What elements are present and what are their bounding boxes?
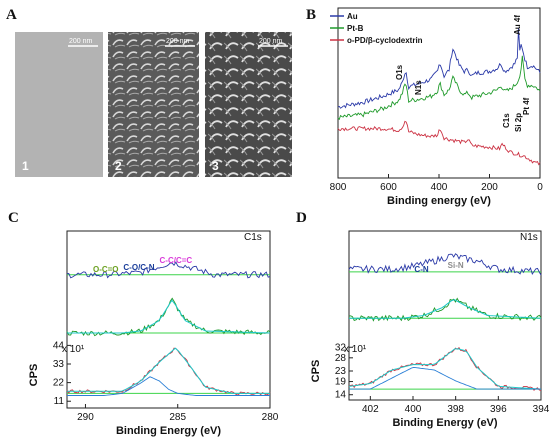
plot-frame xyxy=(66,230,271,409)
scale-label-1: 200 nm xyxy=(69,38,93,45)
y-tick-label: 32 xyxy=(335,342,347,353)
corner-label-c1s: C1s xyxy=(244,232,262,243)
micrograph-3: 200 nm 3 xyxy=(205,32,292,177)
multiplier-d: x 10¹ xyxy=(344,344,367,355)
peak-label: O-C=O xyxy=(93,265,119,274)
chart-c: 290 285 280 Binding Energy (eV) 11 22 33 44 CPS O… xyxy=(28,230,279,437)
peak-annotation: N1s xyxy=(414,80,423,95)
series-line-2 xyxy=(337,120,541,166)
x-axis-title: Binding energy (eV) xyxy=(387,195,491,207)
multiplier-c: x 10¹ xyxy=(62,344,85,355)
x-tick-label: 394 xyxy=(533,404,550,415)
x-tick-label: 398 xyxy=(447,404,464,415)
series-line-0 xyxy=(348,253,542,276)
series-line-3 xyxy=(67,376,270,396)
fit-envelope-1 xyxy=(67,299,271,334)
micrograph-number-1: 1 xyxy=(22,159,29,173)
x-tick-label: 800 xyxy=(330,182,347,193)
panel-letter-d: D xyxy=(296,210,307,226)
peak-label: C-N xyxy=(414,265,428,274)
fit-envelope-2 xyxy=(67,347,270,394)
y-tick-label: 14 xyxy=(335,390,347,401)
peak-annotation: Au 4f xyxy=(513,15,522,35)
x-tick-label: 400 xyxy=(405,404,422,415)
peak-annotation: Si 2p xyxy=(514,113,523,132)
peak-annotation: C1s xyxy=(502,113,511,128)
y-tick-label: 28 xyxy=(335,353,347,364)
chart-d: 402 400 398 396 394 Binding Energy (eV) 14 1923… xyxy=(310,230,550,429)
series-line-0 xyxy=(337,28,541,109)
chart-b: 800 600 400 200 0 Binding energy (eV) O1s N1s C1… xyxy=(330,7,543,207)
x-tick-label: 280 xyxy=(262,412,279,423)
x-tick-label: 400 xyxy=(431,182,448,193)
y-tick-label: 33 xyxy=(53,359,65,370)
plot-frame xyxy=(337,7,541,179)
panel-letter-b: B xyxy=(306,7,316,23)
legend-label-au: Au xyxy=(347,12,358,21)
y-tick-label: 23 xyxy=(335,366,347,377)
x-tick-label: 200 xyxy=(481,182,498,193)
scale-label-3: 200 nm xyxy=(259,38,283,45)
scale-label-2: 200 nm xyxy=(166,38,190,45)
peak-label: Si-N xyxy=(448,261,464,270)
series-line-0 xyxy=(66,261,271,279)
series-line-2 xyxy=(348,347,542,391)
peak-label: C-O/C-N xyxy=(123,263,154,272)
y-axis-title: CPS xyxy=(310,360,322,383)
y-tick-label: 19 xyxy=(335,377,347,388)
x-tick-label: 290 xyxy=(77,412,94,423)
series-line-1 xyxy=(337,55,541,121)
y-tick-label: 22 xyxy=(53,378,65,389)
x-tick-label: 396 xyxy=(490,404,507,415)
legend-label-ptb: Pt-B xyxy=(347,24,364,33)
x-tick-label: 600 xyxy=(380,182,397,193)
micrograph-2: 200 nm 2 xyxy=(108,32,199,177)
plot-frame xyxy=(348,230,542,401)
panel-letter-c: C xyxy=(8,210,19,226)
micrograph-1: 200 nm 1 xyxy=(15,32,103,177)
y-tick-label: 44 xyxy=(53,340,65,351)
y-axis-title: CPS xyxy=(28,364,40,387)
micrograph-number-3: 3 xyxy=(212,159,219,173)
corner-label-n1s: N1s xyxy=(520,232,538,243)
series-line-3 xyxy=(349,366,541,390)
x-tick-label: 285 xyxy=(169,412,186,423)
peak-label: C-C/C=C xyxy=(160,256,193,265)
x-axis-title: Binding Energy (eV) xyxy=(116,425,221,437)
micrograph-number-2: 2 xyxy=(115,159,122,173)
legend-label-opd: o-PD/β-cyclodextrin xyxy=(347,36,423,45)
fit-envelope-2 xyxy=(348,348,542,390)
x-tick-label: 402 xyxy=(362,404,379,415)
fit-envelope-1 xyxy=(349,299,542,319)
panel-letter-a: A xyxy=(6,7,17,23)
series-line-2 xyxy=(66,347,271,396)
peak-annotation: Pt 4f xyxy=(522,97,531,115)
peak-annotation: O1s xyxy=(395,64,404,80)
x-tick-label: 0 xyxy=(537,182,543,193)
legend-b: Au Pt-B o-PD/β-cyclodextrin xyxy=(330,12,423,45)
series-line-1 xyxy=(66,297,271,337)
x-axis-title: Binding Energy (eV) xyxy=(392,417,497,429)
y-tick-label: 11 xyxy=(54,396,65,407)
